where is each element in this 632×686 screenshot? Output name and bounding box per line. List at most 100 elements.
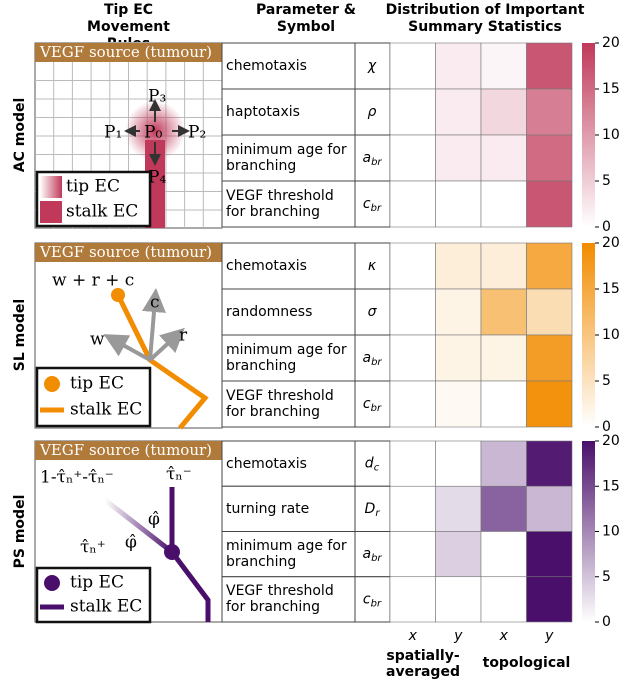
- heat-cell: [527, 381, 573, 427]
- diagram-label: P₃: [148, 87, 166, 107]
- heat-cell: [436, 486, 482, 531]
- diagram-label: τ̂ₙ⁺: [80, 538, 106, 558]
- diagram-label: τ̂ₙ⁻: [166, 465, 192, 485]
- header: Distribution of Important Summary Statis…: [370, 2, 600, 36]
- heat-cell: [436, 243, 482, 289]
- symbol: κ: [368, 258, 377, 274]
- ac-diagram: VEGF source (tumour) P₃ P₁ P₀ P₂ P₄ tip …: [35, 43, 222, 228]
- sl-diagram: VEGF source (tumour) w + r + c c w r tip…: [35, 243, 222, 428]
- heat-cell: [390, 43, 436, 89]
- symbol-base: χ: [367, 58, 377, 74]
- model-label: PS model: [12, 495, 28, 569]
- heat-cell: [527, 89, 573, 135]
- heat-cell: [481, 381, 527, 427]
- diagram-label: φ̂: [148, 510, 160, 530]
- parameter: chemotaxis: [226, 441, 354, 486]
- heat-cell: [481, 243, 527, 289]
- param-cell: minimum age for branching: [226, 135, 354, 181]
- symbol: σ: [368, 304, 378, 320]
- diagram-label: 1-τ̂ₙ⁺-τ̂ₙ⁻: [40, 468, 114, 488]
- tick-label: 5: [602, 173, 611, 189]
- parameter: minimum age for branching: [226, 532, 354, 577]
- heat-cell: [527, 532, 573, 577]
- legend-label: stalk EC: [70, 400, 142, 420]
- symbol-sub: c: [374, 463, 380, 474]
- parameter: VEGF threshold for branching: [226, 381, 354, 427]
- heat-cell: [481, 532, 527, 577]
- tick-label: 0: [602, 614, 611, 630]
- heat-cell: [390, 577, 436, 622]
- heat-cell: [527, 486, 573, 531]
- heat-cell: [436, 441, 482, 486]
- symbol-sub: br: [371, 598, 382, 609]
- param-cell: VEGF threshold for branching: [226, 381, 354, 427]
- legend-label: tip EC: [70, 573, 124, 593]
- tick-label: 20: [602, 35, 620, 51]
- heat-cell: [436, 43, 482, 89]
- parameter: randomness: [226, 289, 354, 335]
- model-label: AC model: [12, 98, 28, 173]
- tick-label: 20: [602, 433, 620, 449]
- symbol-base: a: [362, 150, 371, 166]
- ps-diagram: VEGF source (tumour) 1-τ̂ₙ⁺-τ̂ₙ⁻ τ̂ₙ⁻ φ̂…: [35, 441, 222, 622]
- heat-cell: [527, 181, 573, 227]
- tick-label: 15: [602, 478, 620, 494]
- group-label: topological: [483, 655, 571, 671]
- param-cell: VEGF threshold for branching: [226, 577, 354, 622]
- vegf-label: VEGF source (tumour): [39, 43, 212, 61]
- symbol-base: κ: [368, 258, 377, 274]
- parameter: VEGF threshold for branching: [226, 181, 354, 227]
- heat-cell: [390, 441, 436, 486]
- heat-cell: [436, 289, 482, 335]
- heat-cell: [481, 289, 527, 335]
- vegf-label: VEGF source (tumour): [39, 441, 212, 459]
- heat-cell: [527, 243, 573, 289]
- heat-cell: [481, 441, 527, 486]
- colorbar: [582, 441, 595, 622]
- x-label: y: [453, 628, 463, 644]
- param-cell: chemotaxis: [226, 441, 354, 486]
- diagram-label: w: [90, 330, 105, 350]
- tick-label: 20: [602, 235, 620, 251]
- x-label: x: [408, 628, 418, 644]
- symbol-base: D: [365, 501, 376, 517]
- param-cell: chemotaxis: [226, 43, 354, 89]
- symbol: χ: [367, 58, 377, 74]
- tick-label: 10: [602, 127, 620, 143]
- heat-cell: [390, 486, 436, 531]
- parameter: VEGF threshold for branching: [226, 577, 354, 622]
- parameter: haptotaxis: [226, 89, 354, 135]
- diagram-label: P₀: [144, 123, 162, 143]
- param-cell: haptotaxis: [226, 89, 354, 135]
- tick-label: 5: [602, 569, 611, 585]
- symbol: ρ: [368, 104, 377, 120]
- heat-cell: [527, 289, 573, 335]
- header: Parameter & Symbol: [251, 2, 361, 36]
- heat-cell: [390, 181, 436, 227]
- tick-label: 5: [602, 373, 611, 389]
- param-cell: chemotaxis: [226, 243, 354, 289]
- diagram-label: c: [150, 293, 160, 313]
- heat-cell: [527, 43, 573, 89]
- diagram-label: w + r + c: [52, 271, 134, 291]
- parameter: minimum age for branching: [226, 335, 354, 381]
- group-label: spatially-averaged: [378, 648, 468, 680]
- parameter: turning rate: [226, 486, 354, 531]
- param-cell: randomness: [226, 289, 354, 335]
- heat-cell: [436, 532, 482, 577]
- symbol-sub: br: [371, 157, 382, 168]
- symbol-base: d: [365, 456, 374, 472]
- heat-cell: [481, 181, 527, 227]
- heat-cell: [436, 577, 482, 622]
- colorbar: [582, 43, 595, 227]
- heat-cell: [527, 335, 573, 381]
- tick-label: 0: [602, 219, 611, 235]
- symbol-base: ρ: [368, 104, 377, 120]
- param-cell: VEGF threshold for branching: [226, 181, 354, 227]
- heat-cell: [390, 289, 436, 335]
- symbol-base: a: [362, 350, 371, 366]
- heat-cell: [390, 335, 436, 381]
- heat-cell: [390, 243, 436, 289]
- diagram-label: φ̂: [125, 533, 137, 553]
- param-cell: turning rate: [226, 486, 354, 531]
